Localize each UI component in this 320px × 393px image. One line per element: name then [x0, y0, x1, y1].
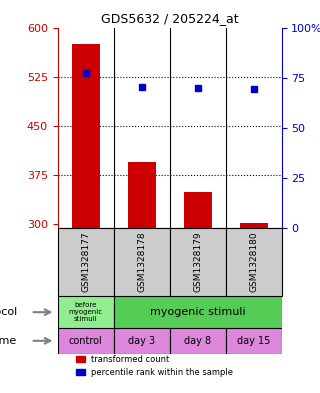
Text: day 8: day 8	[184, 336, 211, 346]
FancyBboxPatch shape	[114, 296, 282, 328]
FancyBboxPatch shape	[170, 228, 226, 296]
Text: GSM1328178: GSM1328178	[137, 232, 146, 292]
Legend: transformed count, percentile rank within the sample: transformed count, percentile rank withi…	[73, 352, 236, 380]
Bar	[184, 192, 212, 228]
Text: time: time	[0, 336, 17, 346]
Text: GSM1328177: GSM1328177	[81, 232, 90, 292]
FancyBboxPatch shape	[226, 228, 282, 296]
Text: before
myogenic
stimuli: before myogenic stimuli	[68, 302, 103, 322]
Bar	[128, 162, 156, 228]
Title: GDS5632 / 205224_at: GDS5632 / 205224_at	[101, 12, 238, 25]
Bar	[72, 44, 100, 228]
Bar	[240, 223, 268, 228]
FancyBboxPatch shape	[58, 228, 114, 296]
FancyBboxPatch shape	[226, 328, 282, 354]
Text: GSM1328180: GSM1328180	[249, 232, 258, 292]
Text: GSM1328179: GSM1328179	[193, 232, 202, 292]
Text: myogenic stimuli: myogenic stimuli	[150, 307, 245, 317]
FancyBboxPatch shape	[170, 328, 226, 354]
FancyBboxPatch shape	[58, 328, 114, 354]
FancyBboxPatch shape	[114, 328, 170, 354]
Text: protocol: protocol	[0, 307, 17, 317]
Text: day 3: day 3	[128, 336, 155, 346]
FancyBboxPatch shape	[58, 296, 114, 328]
Text: control: control	[69, 336, 102, 346]
Text: day 15: day 15	[237, 336, 270, 346]
FancyBboxPatch shape	[114, 228, 170, 296]
